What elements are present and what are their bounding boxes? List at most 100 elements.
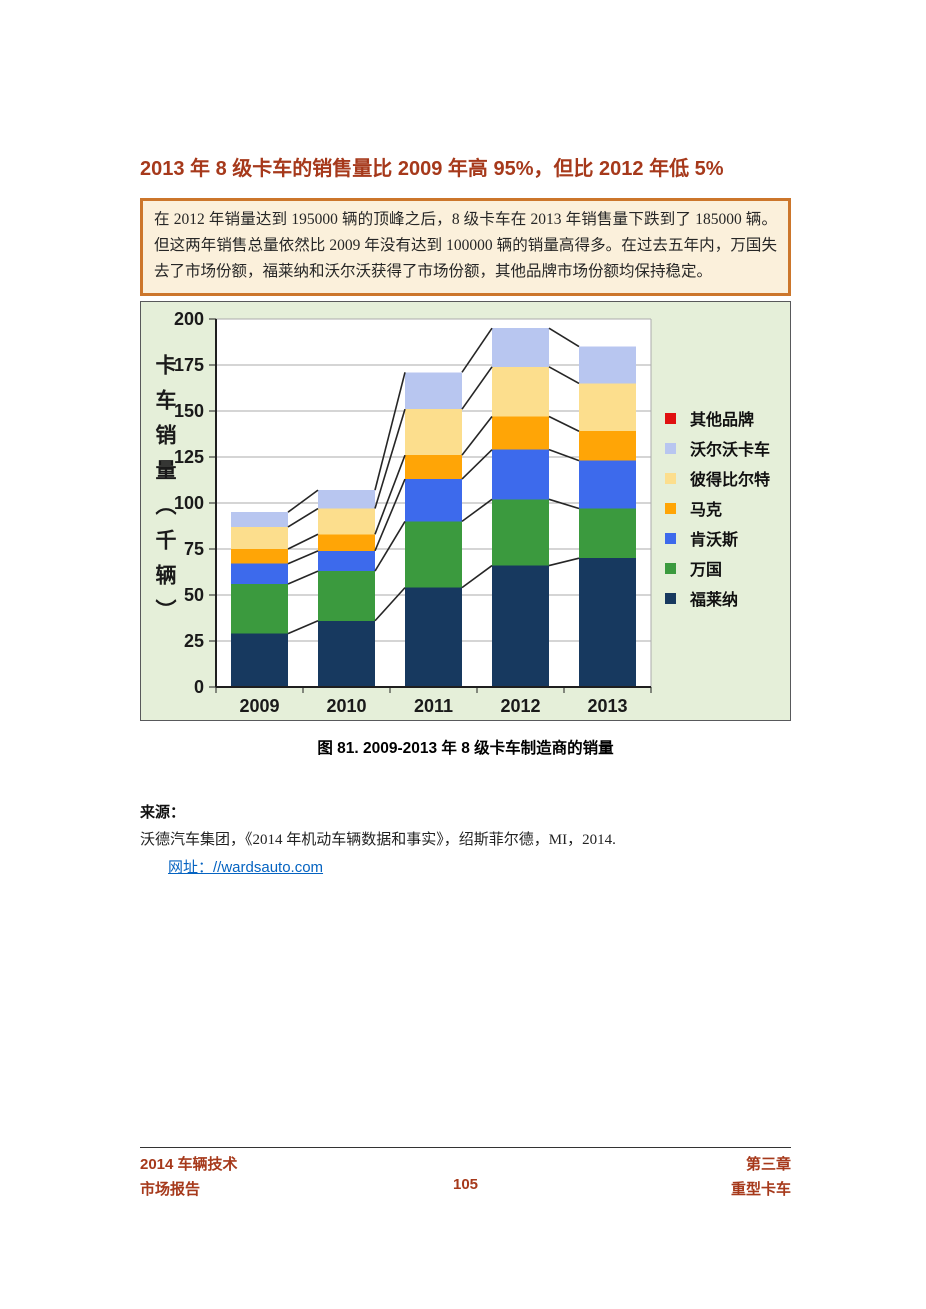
page-title: 2013 年 8 级卡车的销售量比 2009 年高 95%，但比 2012 年低… [140,158,724,181]
series-line [374,454,406,535]
legend-item-万国: 万国 [665,553,785,583]
stacked-bar-chart: 0 25 50 75 100 125 150 175 200 2009 2010 2011 2012 20… [174,309,652,716]
legend-label: 万国 [690,562,723,579]
figure-caption: 图 81. 2009-2013 年 8 级卡车制造商的销量 [317,740,614,757]
series-line [548,557,580,567]
series-line [461,498,493,523]
series-line [461,416,493,456]
legend-label: 马克 [690,502,723,519]
series-line [287,507,319,528]
bar-segment-2009-肯沃斯 [231,563,288,584]
legend-label: 肯沃斯 [690,532,739,549]
bar-segment-2013-马克 [579,431,636,461]
legend-label: 彼得比尔特 [690,472,771,489]
bar-segment-2010-福莱纳 [318,620,375,687]
page-number: 105 [452,1176,479,1193]
footer-right: 第三章 重型卡车 [731,1152,791,1202]
series-line [461,564,493,589]
y-axis-title: 卡车销量（千辆） [153,354,176,634]
y-tick-label: 125 [174,447,204,467]
series-line [287,533,319,550]
series-line [461,366,493,410]
legend-label: 福莱纳 [690,592,739,609]
footer-right-line1: 第三章 [745,1156,791,1173]
source-text: 沃德汽车集团，《2014 年机动车辆数据和事实》，绍斯菲尔德，MI，2014. [140,832,616,848]
legend-item-沃尔沃卡车: 沃尔沃卡车 [665,433,785,463]
series-line [374,587,406,622]
series-line [548,327,580,348]
series-line [548,498,580,510]
legend-swatch-沃尔沃卡车 [665,442,676,454]
bar-segment-2012-万国 [492,499,549,566]
series-line [287,489,319,513]
legend-swatch-马克 [665,502,676,514]
footer-rule [140,1147,791,1148]
bar-segment-2012-沃尔沃卡车 [492,328,549,367]
summary-text: 在 2012 年销量达到 195000 辆的顶峰之后，8 级卡车在 2013 年… [154,211,777,280]
legend-label: 沃尔沃卡车 [690,442,771,459]
bar-segment-2012-肯沃斯 [492,449,549,500]
legend-swatch-福莱纳 [665,592,676,604]
legend-item-其他品牌: 其他品牌 [665,403,785,433]
footer-right-line2: 重型卡车 [730,1181,791,1198]
series-line [548,448,580,462]
y-tick-label: 175 [174,355,204,375]
series-line [287,570,319,585]
bar-segment-2010-彼得比尔特 [318,508,375,535]
bar-segment-2011-彼得比尔特 [405,409,462,456]
legend-item-肯沃斯: 肯沃斯 [665,523,785,553]
bar-segment-2012-彼得比尔特 [492,366,549,417]
bar-segment-2013-福莱纳 [579,558,636,687]
y-tick-label: 75 [184,539,204,559]
x-category-label: 2010 [326,696,366,716]
series-line [374,408,406,509]
bar-segment-2009-福莱纳 [231,633,288,687]
bar-segment-2010-沃尔沃卡车 [318,490,375,509]
bar-segment-2009-彼得比尔特 [231,526,288,549]
bar-segment-2013-万国 [579,508,636,559]
summary-callout: 在 2012 年销量达到 195000 辆的顶峰之后，8 级卡车在 2013 年… [140,198,791,296]
bar-segment-2011-沃尔沃卡车 [405,372,462,410]
y-tick-label: 0 [194,677,204,697]
x-category-label: 2013 [587,696,627,716]
chart-legend: 其他品牌沃尔沃卡车彼得比尔特马克肯沃斯万国福莱纳 [665,403,785,613]
legend-swatch-万国 [665,562,676,574]
y-tick-label: 25 [184,631,204,651]
series-line [374,372,406,491]
bar-segment-2011-马克 [405,455,462,480]
bar-segment-2010-肯沃斯 [318,550,375,572]
x-category-label: 2012 [500,696,540,716]
y-tick-label: 150 [174,401,204,421]
series-line [287,550,319,565]
legend-label: 其他品牌 [690,412,755,429]
x-category-label: 2011 [414,696,453,716]
footer-left-line2: 市场报告 [140,1181,201,1198]
series-line [461,449,493,480]
series-line [461,327,493,373]
series-line [287,620,319,635]
bar-segment-2013-肯沃斯 [579,460,636,509]
series-line [548,415,580,432]
source-link[interactable]: 网址：//wardsauto.com [168,859,324,876]
bar-segment-2011-肯沃斯 [405,479,462,522]
y-tick-label: 50 [184,585,204,605]
legend-item-马克: 马克 [665,493,785,523]
y-tick-label: 100 [174,493,204,513]
bar-segment-2010-万国 [318,571,375,621]
y-tick-label: 200 [174,309,204,329]
bar-segment-2012-福莱纳 [492,565,549,687]
series-line [374,520,406,572]
bar-segment-2009-马克 [231,549,288,564]
series-line [548,366,580,385]
bar-segment-2009-万国 [231,583,288,634]
legend-item-福莱纳: 福莱纳 [665,583,785,613]
bar-segment-2013-沃尔沃卡车 [579,346,636,384]
bar-segment-2012-马克 [492,416,549,450]
footer-left: 2014 车辆技术 市场报告 [140,1152,238,1202]
legend-swatch-彼得比尔特 [665,472,676,484]
footer-left-line1: 2014 车辆技术 [140,1156,238,1173]
chart-container: 0 25 50 75 100 125 150 175 200 2009 2010 2011 2012 20… [140,301,791,721]
legend-item-彼得比尔特: 彼得比尔特 [665,463,785,493]
bar-segment-2013-彼得比尔特 [579,383,636,432]
